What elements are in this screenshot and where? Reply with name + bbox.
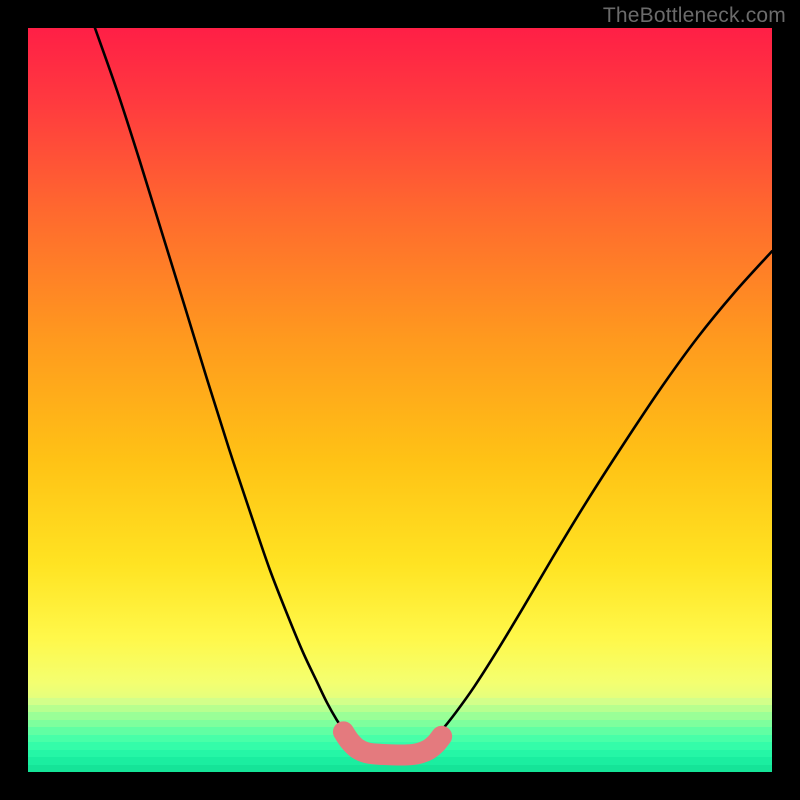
plot-area	[28, 28, 772, 772]
watermark-text: TheBottleneck.com	[603, 4, 786, 28]
frame-bottom	[0, 772, 800, 800]
frame-right	[772, 0, 800, 800]
u-shape-path	[343, 732, 441, 755]
frame-left	[0, 0, 28, 800]
u-shape-highlight	[28, 28, 772, 772]
